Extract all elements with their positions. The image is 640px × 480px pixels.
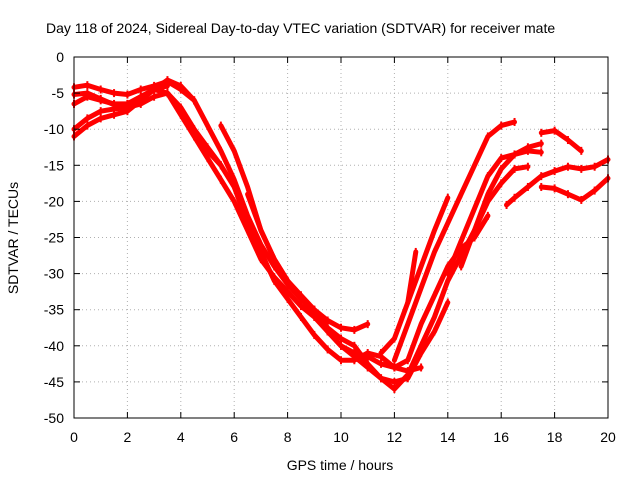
x-tick-label: 14: [440, 429, 456, 445]
x-tick-label: 6: [230, 429, 238, 445]
chart-title: Day 118 of 2024, Sidereal Day-to-day VTE…: [46, 20, 555, 36]
y-tick-label: -20: [44, 193, 64, 209]
series-line-track-15: [538, 128, 584, 154]
y-tick-label: -40: [44, 338, 64, 354]
y-tick-label: -35: [44, 302, 64, 318]
x-tick-label: 2: [124, 429, 132, 445]
series-line-track-11: [405, 249, 419, 305]
series-line-track-12: [445, 141, 544, 277]
y-tick-label: -50: [44, 410, 64, 426]
y-tick-label: -5: [52, 85, 65, 101]
series-layer: [71, 76, 611, 394]
y-tick-label: -45: [44, 374, 64, 390]
y-tick-label: -25: [44, 230, 64, 246]
x-tick-label: 18: [547, 429, 563, 445]
series-line-track-10: [391, 119, 517, 363]
x-tick-label: 16: [493, 429, 509, 445]
series-line-track-8: [245, 191, 451, 385]
y-tick-label: -15: [44, 157, 64, 173]
series-line-track-16: [538, 175, 611, 203]
grid-layer: [74, 57, 608, 418]
x-tick-label: 4: [177, 429, 185, 445]
series-line-track-9: [378, 195, 451, 356]
x-tick-label: 20: [600, 429, 616, 445]
x-tick-label: 10: [333, 429, 349, 445]
y-tick-label: -10: [44, 121, 64, 137]
x-tick-label: 8: [284, 429, 292, 445]
y-tick-label: -30: [44, 266, 64, 282]
y-tick-label: 0: [56, 49, 64, 65]
x-axis-label: GPS time / hours: [287, 457, 394, 473]
tick-layer: 0 2 4 6 8 10 12 14 16 18 20 0 -5 -10 -15 -20 -25 -30 -35 -4…: [44, 49, 616, 445]
x-tick-label: 0: [70, 429, 78, 445]
y-axis-label: SDTVAR / TECUs: [5, 182, 21, 294]
x-tick-label: 12: [387, 429, 403, 445]
